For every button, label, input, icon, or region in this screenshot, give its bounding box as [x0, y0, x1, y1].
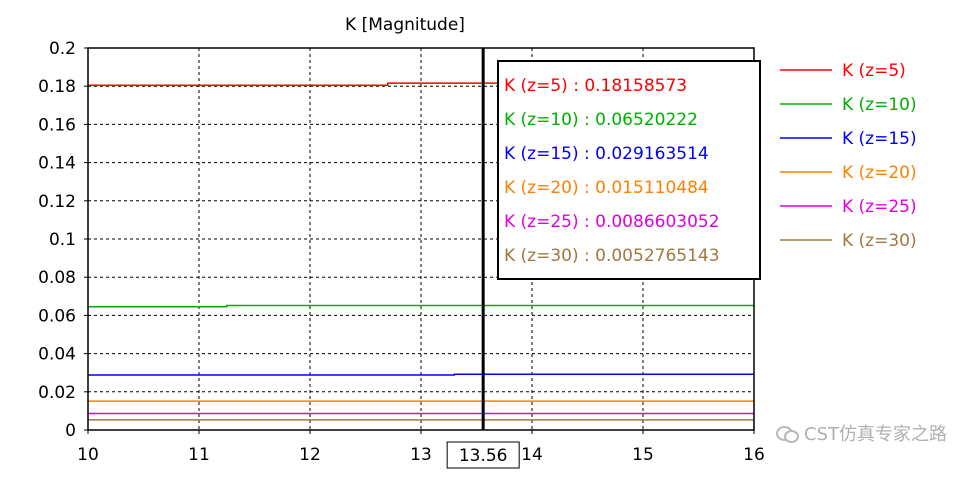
legend-entry: K (z=10) [842, 95, 917, 115]
x-tick-label: 10 [77, 445, 99, 465]
marker-readout-row: K (z=30) : 0.0052765143 [504, 246, 720, 266]
watermark-text: CST仿真专家之路 [804, 424, 947, 445]
marker-readout-row: K (z=5) : 0.18158573 [504, 76, 687, 96]
legend-entry: K (z=15) [842, 129, 917, 149]
y-tick-label: 0.08 [38, 268, 76, 288]
legend-entry: K (z=30) [842, 231, 917, 251]
x-axis: 10 11 12 13 14 15 16 [77, 430, 765, 465]
wechat-icon [776, 424, 799, 443]
y-axis: 0 0.02 0.04 0.06 0.08 0.1 0.12 0.14 0.16 0.18 0.2 [38, 39, 88, 441]
y-tick-label: 0.06 [38, 306, 76, 326]
series-layer [88, 82, 754, 421]
x-tick-label: 12 [299, 445, 321, 465]
y-tick-label: 0.18 [38, 77, 76, 97]
marker-readout-row: K (z=10) : 0.06520222 [504, 110, 698, 130]
marker-readout-row: K (z=15) : 0.029163514 [504, 144, 709, 164]
cursor-label-box [446, 441, 520, 469]
x-tick-label: 15 [632, 445, 654, 465]
x-tick-label: 16 [743, 445, 765, 465]
watermark: CST仿真专家之路 [776, 420, 947, 446]
legend: K (z=5) K (z=10) K (z=15) K (z=20) K (z=25) K… [780, 61, 917, 251]
cursor-label: 13.56 [459, 446, 508, 466]
x-tick-label: 14 [521, 445, 543, 465]
marker-readout-row: K (z=20) : 0.015110484 [504, 178, 709, 198]
cursor[interactable]: 13.56 [446, 48, 520, 469]
legend-entry: K (z=5) [842, 61, 906, 81]
y-tick-label: 0.2 [49, 39, 76, 59]
y-tick-label: 0.12 [38, 192, 76, 212]
x-tick-label: 13 [410, 445, 432, 465]
marker-box-frame [497, 60, 761, 280]
y-tick-label: 0.16 [38, 115, 76, 135]
y-tick-label: 0.1 [49, 230, 76, 250]
marker-readout-row: K (z=25) : 0.0086603052 [504, 212, 720, 232]
marker-readout: K (z=5) : 0.18158573 K (z=10) : 0.0652022… [497, 60, 761, 280]
y-tick-label: 0.14 [38, 154, 76, 174]
y-tick-label: 0.04 [38, 345, 76, 365]
series-line [88, 373, 754, 376]
legend-entry: K (z=25) [842, 197, 917, 217]
grid [88, 48, 754, 430]
x-tick-label: 11 [188, 445, 210, 465]
legend-entry: K (z=20) [842, 163, 917, 183]
y-tick-label: 0.02 [38, 383, 76, 403]
y-tick-label: 0 [65, 421, 76, 441]
chart-title: K [Magnitude] [345, 15, 465, 35]
series-line [88, 304, 754, 308]
